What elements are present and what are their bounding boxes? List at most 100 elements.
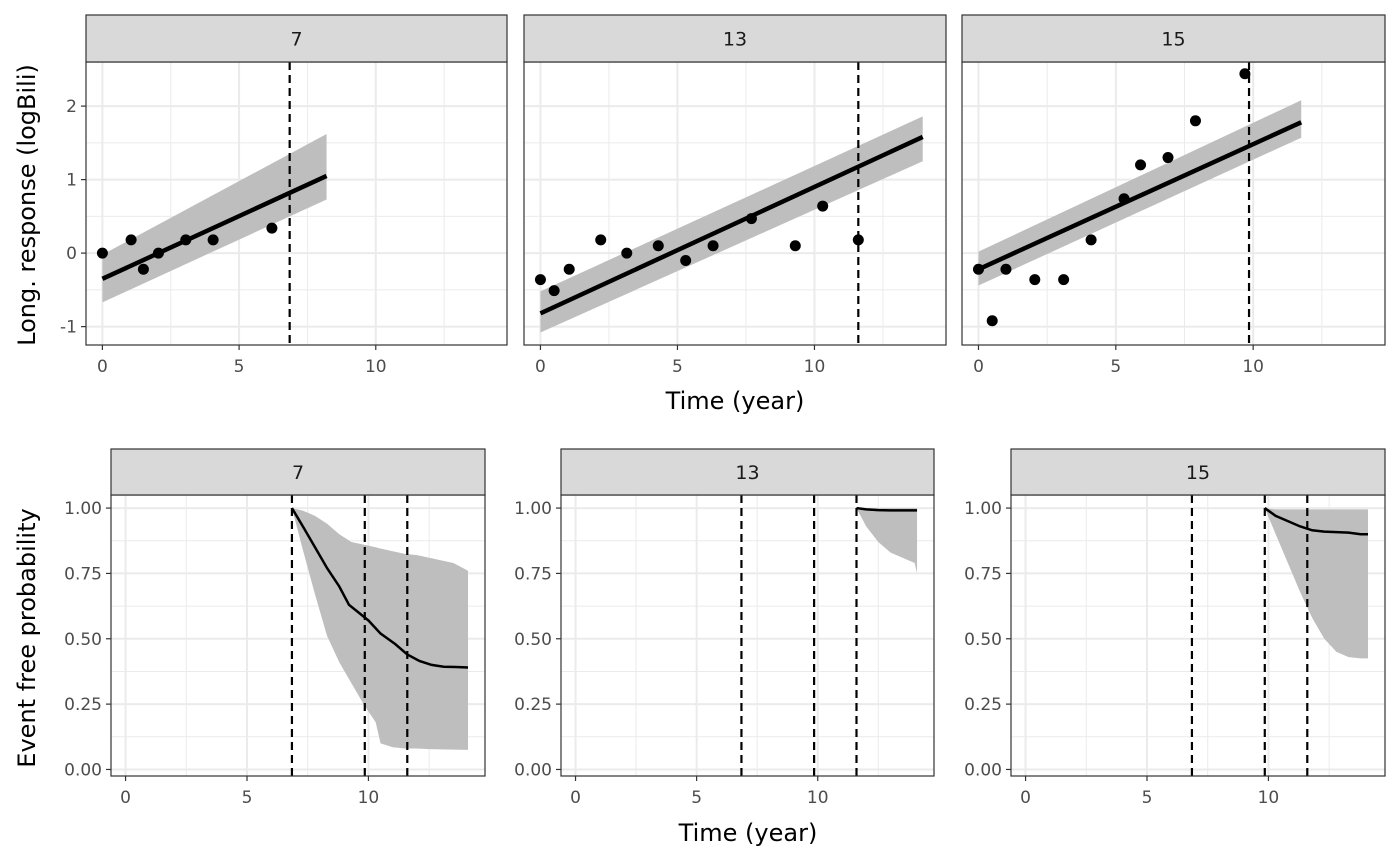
x-tick-label: 0	[973, 357, 984, 377]
data-point	[1135, 159, 1147, 171]
bottom-x-axis-title: Time (year)	[678, 819, 818, 847]
bottom-y-axis-title: Event free probability	[13, 508, 41, 767]
panels: 7 0 5 10 -1 0 1 2 13 0 5 10 15 0 5 10 7 0 5 10 0.00 0.25 0.50 0…	[60, 14, 1386, 808]
y-tick-label: -1	[60, 318, 77, 338]
top-x-axis-title: Time (year)	[665, 387, 805, 415]
facet-strip-label: 7	[290, 29, 302, 51]
y-tick-label: 0.50	[64, 630, 102, 650]
y-tick-label: 1.00	[514, 499, 552, 519]
x-tick-label: 0	[570, 788, 581, 808]
x-tick-label: 5	[691, 788, 702, 808]
confidence-band	[978, 100, 1302, 286]
y-tick-label: 0.50	[964, 630, 1002, 650]
data-point	[534, 274, 546, 286]
data-point	[180, 234, 192, 246]
data-point	[152, 247, 164, 259]
facet-panel-6: 15 0 5 10 0.00 0.25 0.50 0.75 1.00	[964, 448, 1386, 808]
confidence-band	[1264, 508, 1368, 659]
x-tick-label: 5	[1142, 788, 1153, 808]
y-tick-label: 1.00	[964, 499, 1002, 519]
data-point	[1162, 152, 1174, 164]
facet-panel-5: 13 0 5 10 0.00 0.25 0.50 0.75 1.00	[514, 448, 935, 808]
survival-curve	[1264, 507, 1368, 536]
y-tick-label: 0	[66, 244, 77, 264]
survival-curve	[290, 507, 469, 669]
y-tick-label: 0.75	[64, 564, 102, 584]
x-tick-label: 10	[358, 788, 380, 808]
x-tick-label: 0	[97, 357, 108, 377]
y-tick-label: 1	[66, 171, 77, 191]
facet-strip	[1010, 448, 1386, 496]
data-point	[1058, 274, 1070, 286]
x-tick-label: 10	[807, 788, 829, 808]
confidence-band	[102, 134, 327, 303]
data-point	[563, 263, 575, 275]
x-tick-label: 5	[1110, 357, 1121, 377]
data-point	[1029, 274, 1041, 286]
facet-strip	[85, 14, 508, 63]
x-tick-label: 10	[365, 357, 387, 377]
data-point	[548, 285, 560, 297]
x-tick-label: 0	[535, 357, 546, 377]
data-point	[595, 234, 607, 246]
x-tick-label: 10	[1242, 357, 1264, 377]
y-tick-label: 0.50	[514, 630, 552, 650]
y-tick-label: 0.75	[514, 564, 552, 584]
data-point	[972, 263, 984, 275]
data-point	[652, 240, 664, 252]
data-point	[817, 200, 829, 212]
facet-strip	[961, 14, 1386, 63]
facet-strip-label: 13	[735, 462, 759, 484]
y-tick-label: 0.25	[514, 695, 552, 715]
data-point	[852, 234, 864, 246]
data-point	[266, 222, 278, 234]
data-point	[1239, 68, 1251, 80]
y-tick-label: 2	[66, 97, 77, 117]
confidence-band	[856, 508, 918, 574]
facet-panel-1: 7 0 5 10 -1 0 1 2	[60, 14, 508, 377]
data-point	[1118, 193, 1130, 205]
data-point	[96, 247, 108, 259]
data-point	[137, 263, 149, 275]
confidence-band	[291, 508, 468, 750]
facet-panel-4: 7 0 5 10 0.00 0.25 0.50 0.75 1.00	[64, 448, 486, 808]
y-tick-label: 0.25	[964, 695, 1002, 715]
data-point	[789, 240, 801, 252]
y-tick-label: 0.75	[964, 564, 1002, 584]
x-tick-label: 0	[1020, 788, 1031, 808]
data-point	[986, 315, 998, 327]
fitted-line	[977, 120, 1303, 272]
facet-panel-3: 15 0 5 10	[961, 14, 1386, 377]
data-point	[1189, 115, 1201, 127]
facet-strip	[560, 448, 935, 496]
facet-strip	[110, 448, 486, 496]
y-tick-label: 0.00	[64, 760, 102, 780]
facet-strip	[523, 14, 947, 63]
data-point	[1000, 263, 1012, 275]
x-tick-label: 5	[242, 788, 253, 808]
facet-strip-label: 15	[1161, 29, 1185, 51]
x-tick-label: 5	[672, 357, 683, 377]
facet-strip-label: 7	[292, 462, 304, 484]
data-point	[745, 213, 757, 225]
y-tick-label: 1.00	[64, 499, 102, 519]
y-tick-label: 0.25	[64, 695, 102, 715]
facet-strip-label: 15	[1186, 462, 1210, 484]
facet-panel-2: 13 0 5 10	[523, 14, 947, 377]
data-point	[680, 254, 692, 266]
data-point	[1085, 234, 1097, 246]
data-point	[207, 234, 219, 246]
y-tick-label: 0.00	[514, 760, 552, 780]
y-tick-label: 0.00	[964, 760, 1002, 780]
x-tick-label: 10	[1258, 788, 1280, 808]
x-tick-label: 10	[804, 357, 826, 377]
x-tick-label: 0	[120, 788, 131, 808]
data-point	[621, 247, 633, 259]
facet-strip-label: 13	[723, 29, 747, 51]
data-point	[707, 240, 719, 252]
top-y-axis-title: Long. response (logBili)	[13, 64, 41, 346]
survival-curve	[856, 506, 918, 512]
panel-background	[561, 495, 934, 776]
panel-background	[962, 62, 1385, 345]
